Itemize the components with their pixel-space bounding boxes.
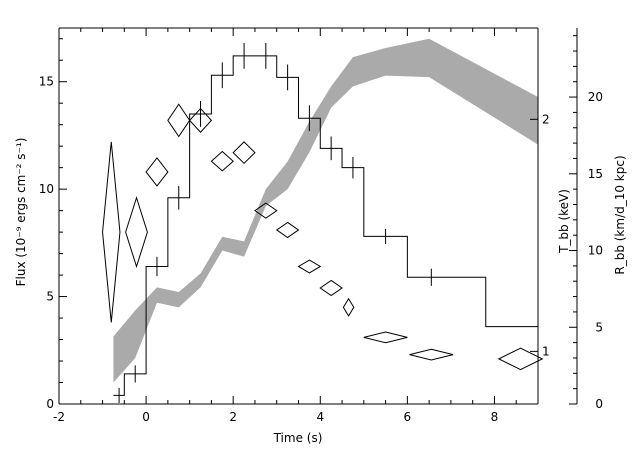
x-axis-label: Time (s) [273, 431, 323, 445]
x-tick-label: 4 [316, 410, 324, 424]
y-axis-label-radius: R_bb (km/d_10 kpc) [613, 155, 627, 274]
r-tick-label: 5 [595, 320, 603, 334]
x-tick-label: 8 [491, 410, 499, 424]
x-tick-label: -2 [53, 410, 65, 424]
temperature-diamond-13 [409, 348, 454, 361]
temperature-diamond-12 [363, 331, 408, 344]
temperature-diamond-6 [232, 141, 256, 165]
temperature-diamond-0 [102, 141, 121, 323]
t-tick-label: 2 [542, 112, 550, 126]
r-tick-label: 0 [595, 397, 603, 411]
x-tick-label: 0 [142, 410, 150, 424]
radius-band-layer [113, 38, 538, 383]
temperature-diamond-5 [210, 150, 234, 172]
r-tick-label: 15 [588, 167, 603, 181]
temperature-diamond-14 [497, 347, 544, 371]
temperature-diamond-7 [254, 202, 278, 219]
y-axis-label-temperature: T_bb (keV) [557, 189, 571, 254]
x-tick-label: 2 [229, 410, 237, 424]
temperature-diamond-1 [125, 196, 148, 269]
r-tick-label: 20 [588, 90, 603, 104]
y-axis-label-flux: Flux (10⁻⁹ ergs cm⁻² s⁻¹) [14, 138, 28, 287]
temperature-diamond-8 [275, 221, 300, 239]
y-tick-label: 10 [39, 182, 54, 196]
radius-band [113, 38, 538, 383]
t-tick-label: 1 [542, 344, 550, 358]
temperature-diamond-9 [297, 259, 322, 274]
temperature-diamond-2 [145, 157, 169, 187]
temperature-diamond-10 [319, 279, 343, 297]
flux-step-line [113, 55, 538, 396]
r-tick-label: 10 [588, 244, 603, 258]
y-tick-label: 5 [46, 290, 54, 304]
temperature-diamond-11 [342, 297, 355, 317]
x-tick-label: 6 [404, 410, 412, 424]
y-tick-label: 0 [46, 397, 54, 411]
temperature-diamond-4 [188, 107, 213, 133]
temperature-diamond-3 [167, 103, 191, 138]
flux-step-layer [113, 43, 538, 403]
y-tick-label: 15 [39, 75, 54, 89]
temperature-diamonds-layer [102, 103, 544, 371]
